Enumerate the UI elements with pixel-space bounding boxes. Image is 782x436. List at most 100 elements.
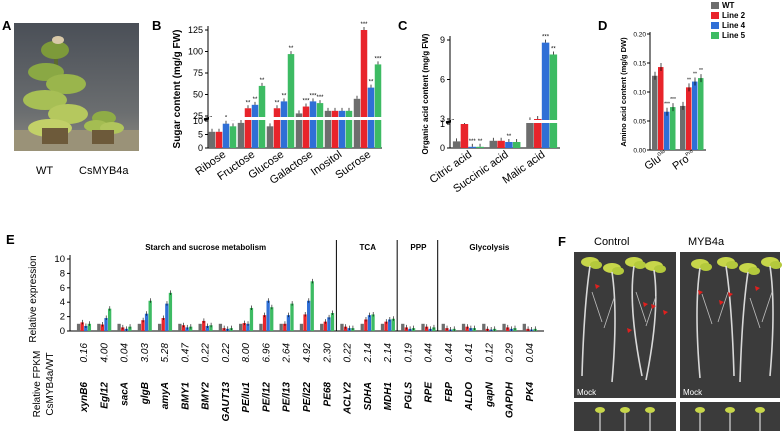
seedling-leaf — [590, 261, 602, 269]
red-arrow-marker — [643, 302, 648, 307]
bar-succinic-acid-line-4 — [505, 142, 513, 148]
bar-glucose-line-2 — [273, 108, 281, 148]
photo-a-tobacco-plants — [14, 23, 139, 151]
gene-label: gapN — [484, 381, 495, 408]
bar-fbp-wt — [441, 323, 445, 331]
bar-malic-acid-line-4 — [541, 42, 550, 149]
red-arrow-marker — [728, 292, 733, 297]
y-tick-label: 6 — [440, 75, 445, 85]
bar-glucose-wt — [266, 126, 274, 148]
gene-label: PE/l12 — [261, 382, 272, 412]
seedling-root — [645, 269, 657, 381]
seedling-leaf — [612, 267, 624, 275]
gene-label: MDH1 — [383, 382, 394, 411]
gene-label: PK4 — [525, 382, 536, 402]
y-tick-label: 75 — [193, 68, 203, 78]
y-tick-label: 4 — [60, 297, 65, 308]
bar-pel1-line-4 — [246, 323, 250, 331]
section-title: PPP — [410, 243, 427, 252]
bar-glu-wt — [652, 75, 658, 150]
bar-glgb-line-5 — [148, 300, 152, 331]
x-category-superscript: Glu — [656, 149, 666, 159]
photo-f-seedlings: Control MYB4a Mock Mock — [574, 236, 782, 431]
significance-mark: *** — [542, 35, 550, 41]
fpkm-value: 2.30 — [322, 343, 333, 364]
gene-label: PE/l13 — [282, 382, 293, 412]
bar-xynb6-wt — [76, 323, 81, 331]
bar-pro-line-2 — [686, 87, 692, 150]
bar-pk4-wt — [522, 323, 526, 331]
panel-label-a: A — [2, 18, 12, 33]
significance-mark: ** — [275, 100, 280, 106]
bar-inositol-line-2 — [331, 110, 339, 148]
bar-pel22-wt — [299, 323, 304, 331]
lateral-root — [701, 293, 713, 325]
bar-gapdh-wt — [502, 323, 506, 331]
significance-mark: ** — [231, 118, 236, 124]
gene-label: PE/lu1 — [241, 382, 252, 413]
bar-fructose-line-2 — [244, 108, 252, 148]
legend-swatch-0 — [711, 2, 719, 9]
photo-f-mock-left: Mock — [577, 388, 597, 397]
y-tick-label: 3 — [440, 114, 445, 124]
bar-inositol-wt — [324, 110, 332, 148]
bar-pro-wt — [680, 105, 686, 150]
seedling-leaf — [700, 263, 712, 271]
seedling-root — [611, 271, 616, 383]
significance-mark: ** — [253, 97, 258, 103]
bar-pel12-wt — [259, 323, 263, 331]
y-tick-label: 2 — [60, 312, 65, 323]
fpkm-value: 5.28 — [160, 343, 171, 363]
bar-glu-line-2 — [658, 67, 664, 150]
seedling-leaf — [634, 261, 646, 269]
fpkm-value: 0.04 — [525, 343, 536, 363]
y-tick-label: 8 — [60, 268, 65, 279]
red-arrow-marker — [719, 300, 724, 305]
fpkm-value: 0.22 — [221, 343, 232, 363]
bar-glgb-line-4 — [144, 313, 149, 331]
panel-label-c: C — [398, 18, 408, 33]
fpkm-value: 0.12 — [484, 343, 495, 363]
bar-ribose-line-5 — [229, 126, 237, 148]
seedling-leaf — [770, 261, 782, 269]
bar-sucrose-wt — [353, 98, 361, 148]
gene-label: FBP — [444, 382, 455, 402]
seedling-root — [696, 267, 701, 379]
significance-mark: *** — [302, 99, 310, 105]
seedling-leaf — [645, 407, 655, 413]
significance-mark: *** — [374, 56, 382, 62]
bar-sdha-line-2 — [364, 319, 368, 331]
y-axis-label: Sugar content (mg/g FW) — [172, 30, 183, 149]
gene-label: GAUT13 — [221, 382, 232, 422]
y-tick-label: 5 — [198, 130, 203, 140]
bar-malic-acid-line-2 — [534, 119, 542, 148]
x-category-superscript: Pro — [684, 149, 694, 159]
bar-citric-acid-line-4 — [468, 146, 476, 148]
chart-d-amino-acid: 0.00 0.05 0.10 0.15 0.20 Amino acid content (… — [619, 32, 706, 173]
significance-mark: ** — [369, 80, 374, 86]
bar-gapn-wt — [482, 323, 486, 331]
red-arrow-marker — [663, 310, 668, 315]
bar-galactose-line-5 — [316, 103, 324, 148]
fpkm-value: 0.41 — [464, 343, 475, 362]
red-arrow-marker — [627, 328, 632, 333]
fpkm-value: 2.14 — [383, 343, 394, 364]
seedling-leaf — [654, 265, 666, 273]
seedling-leaf — [620, 407, 630, 413]
bar-pgls-wt — [401, 323, 405, 331]
significance-mark: ** — [687, 77, 691, 83]
significance-mark: *** — [316, 95, 324, 101]
bar-bmy2-line-2 — [202, 320, 206, 331]
bar-glucose-line-4 — [280, 101, 288, 148]
bar-pel13-line-2 — [283, 323, 287, 331]
fpkm-value: 0.44 — [444, 343, 455, 363]
seedling-root — [631, 265, 643, 377]
y-tick-label: 6 — [60, 283, 65, 294]
bar-acly2-wt — [340, 323, 344, 331]
photo-f-title-myb4a: MYB4a — [688, 236, 725, 248]
bar-pe68-line-5 — [330, 313, 335, 331]
bar-pro-line-4 — [692, 81, 698, 150]
significance-mark: ** — [289, 46, 294, 52]
